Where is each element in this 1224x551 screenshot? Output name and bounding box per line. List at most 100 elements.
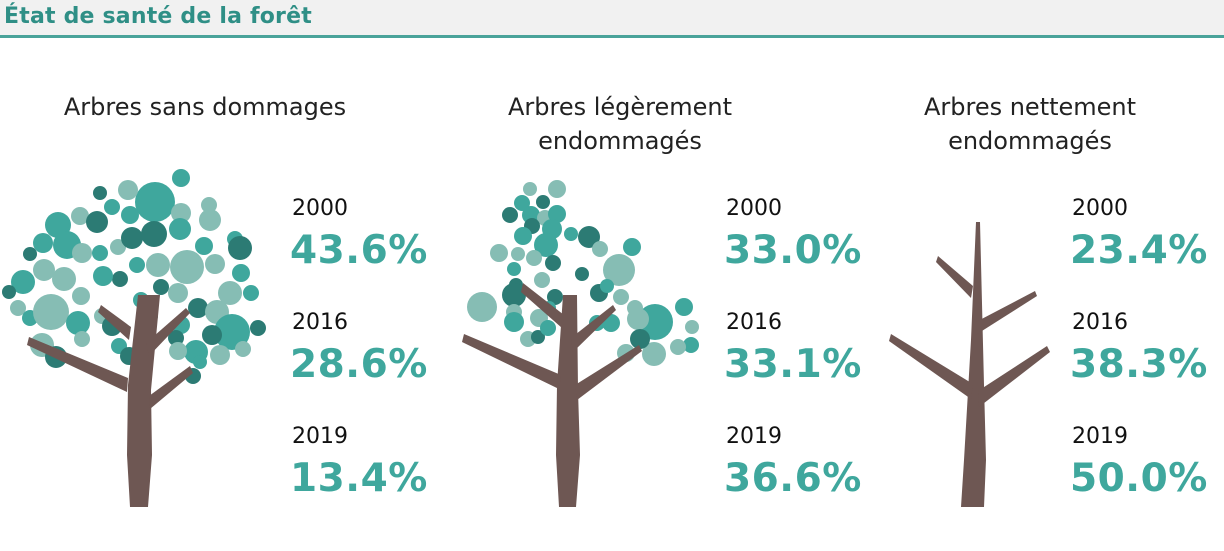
trunk-shape [556,295,580,507]
leaf-circle [536,195,550,209]
leaf-circle [534,272,550,288]
leaf-circle [153,279,169,295]
leaf-circle [531,330,545,344]
leaf-circle [502,283,526,307]
leaf-circle [683,337,699,353]
leaf-circle [93,266,113,286]
leaf-circle [201,197,217,213]
leaf-circle [467,292,497,322]
leaf-circle [86,211,108,233]
leaf-circle [112,271,128,287]
leaf-circle [72,287,90,305]
leaf-circle [172,169,190,187]
leaf-circle [603,254,635,286]
year-label: 2019 [1072,424,1128,449]
value-label: 13.4% [290,456,428,501]
trunk-shape [961,222,986,507]
leaf-circle [507,262,521,276]
leaf-circle [205,254,225,274]
panel-lightly-damaged: Arbres légèrement endommagés 2000 33.0% … [430,40,862,551]
leaf-circle [210,345,230,365]
healthy-tree-icon [2,169,266,507]
panel-title-lightly-damaged: Arbres légèrement endommagés [470,90,770,158]
leaf-circle [490,244,508,262]
value-label: 38.3% [1070,342,1208,387]
panel-title-healthy: Arbres sans dommages [30,90,380,124]
leaf-circle [10,300,26,316]
branch-shape [974,291,1037,336]
leaf-circle [188,298,208,318]
value-label: 36.6% [724,456,862,501]
bare-tree-icon [889,222,1050,507]
branch-shape [936,256,973,298]
leaf-circle [623,238,641,256]
year-label: 2000 [1072,196,1128,221]
lightly-damaged-tree-icon [462,180,699,507]
branch-shape [27,337,128,392]
leaf-circle [675,298,693,316]
leaf-circle [93,186,107,200]
branch-shape [889,334,973,399]
leaf-circle [168,283,188,303]
leaf-circle [523,182,537,196]
panel-title-line: endommagés [948,127,1112,155]
leaf-circle [534,233,558,257]
year-label: 2016 [1072,310,1128,335]
value-label: 43.6% [290,228,428,273]
panel-title-line: Arbres nettement [923,93,1137,121]
leaf-circle [214,314,250,350]
leaf-circle [71,207,89,225]
branch-shape [146,308,190,356]
panel-title-clearly-damaged: Arbres nettement endommagés [875,90,1185,158]
year-label: 2016 [292,310,348,335]
leaf-circle [33,294,69,330]
leaf-circle [199,209,221,231]
leaf-circle [195,237,213,255]
leaf-circle [514,195,530,211]
leaf-circle [592,241,608,257]
leaf-circle [170,250,204,284]
leaf-circle [121,227,143,249]
leaf-circle [575,267,589,281]
leaf-circle [110,239,126,255]
leaf-circle [502,207,518,223]
leaf-circle [23,247,37,261]
year-label: 2000 [292,196,348,221]
branch-shape [462,334,561,389]
leaf-circle [504,312,524,332]
leaf-circle [600,279,614,293]
leaf-circle [33,233,53,253]
leaf-circle [171,203,191,223]
leaf-circle [526,250,542,266]
year-label: 2019 [726,424,782,449]
value-label: 33.0% [724,228,862,273]
leaf-circle [74,331,90,347]
leaf-circle [685,320,699,334]
value-label: 33.1% [724,342,862,387]
branch-shape [571,305,616,352]
leaf-circle [511,247,525,261]
leaf-circle [141,221,167,247]
leaf-circle [11,270,35,294]
leaf-circle [630,329,650,349]
year-label: 2016 [726,310,782,335]
panel-title-line: Arbres sans dommages [63,93,347,121]
leaf-circle [642,342,666,366]
leaf-circle [92,245,108,261]
leaf-circle [540,320,556,336]
leaf-circle [218,281,242,305]
value-label: 23.4% [1070,228,1208,273]
leaf-circle [235,341,251,357]
leaf-circle [243,285,259,301]
leaf-circle [564,227,578,241]
leaf-circle [547,289,563,305]
leaf-circle [670,339,686,355]
page-title: État de santé de la forêt [4,4,312,29]
panel-title-line: endommagés [538,127,702,155]
leaf-circle [2,285,16,299]
leaf-circle [72,243,92,263]
year-label: 2000 [726,196,782,221]
leaf-circle [548,180,566,198]
year-label: 2019 [292,424,348,449]
branch-shape [98,305,131,340]
